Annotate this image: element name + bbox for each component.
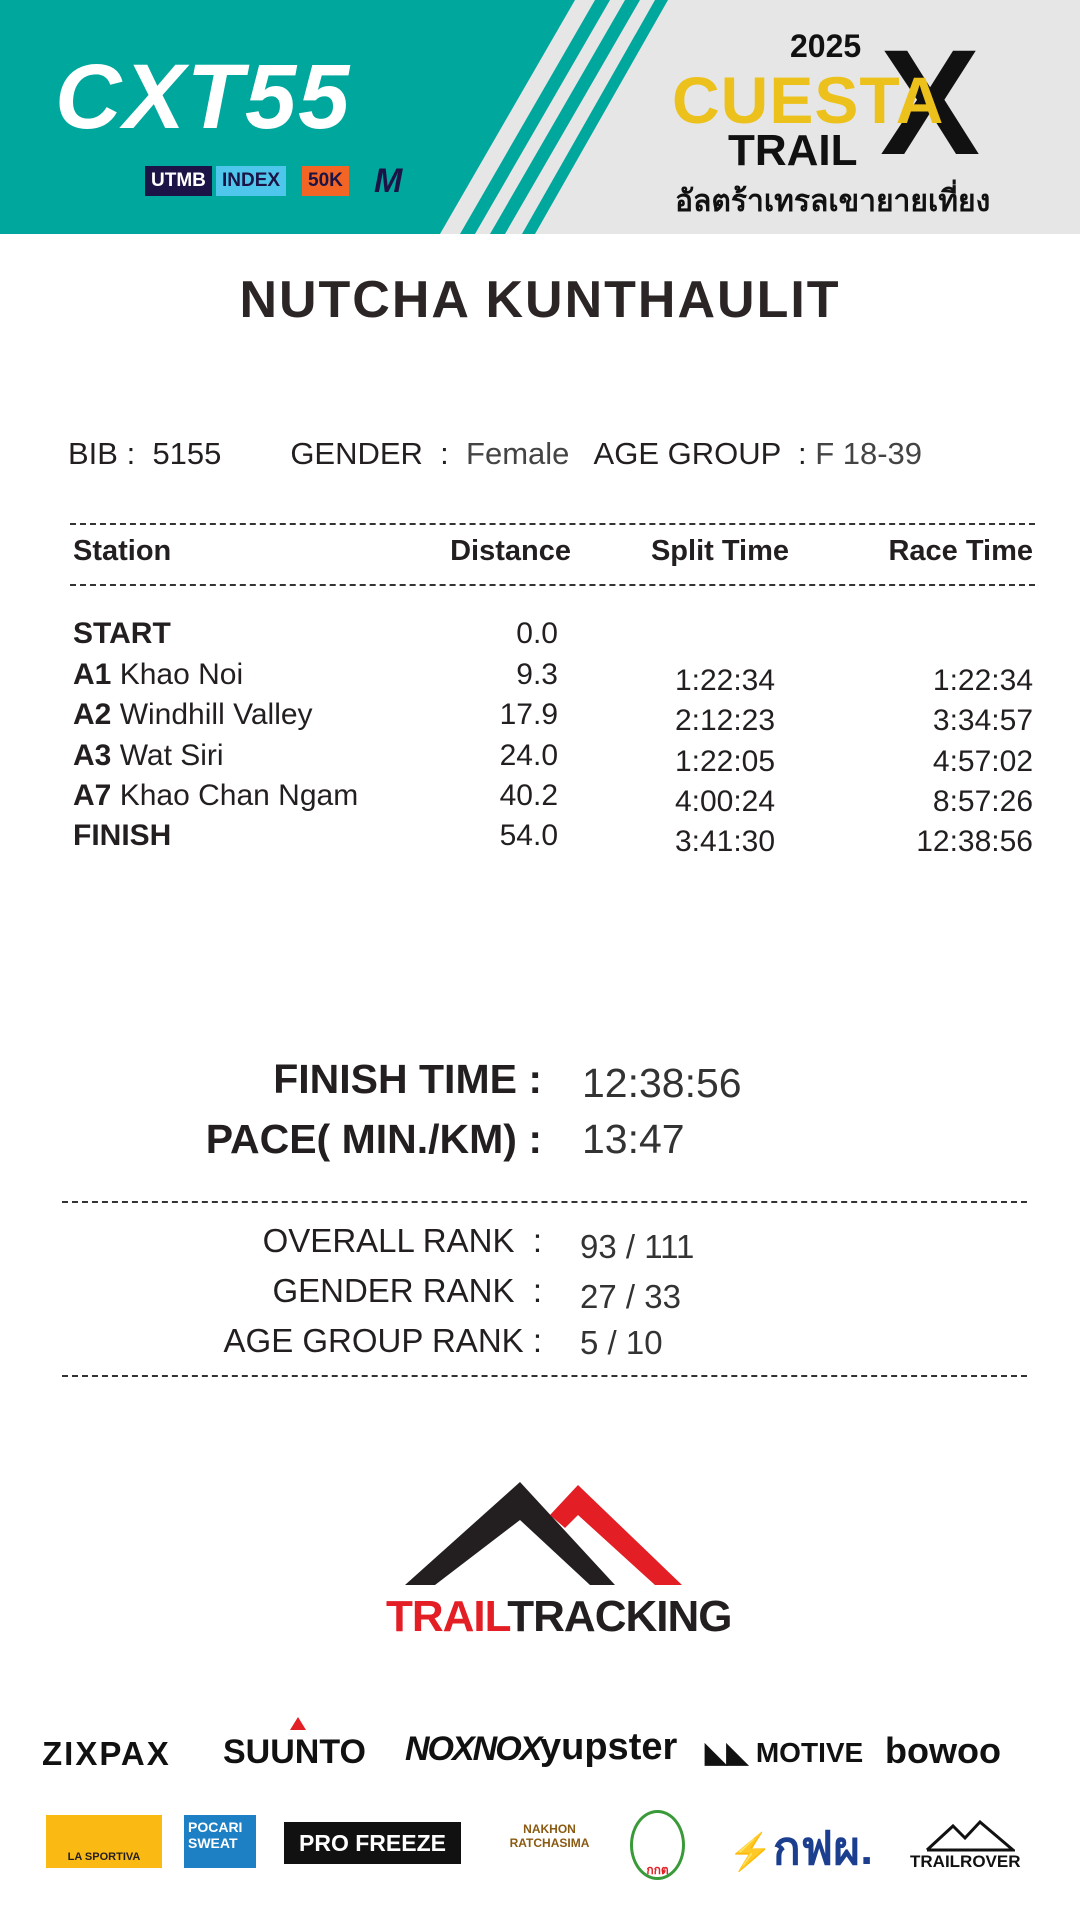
motive-text: MOTIVE <box>755 1737 864 1768</box>
col-race: Race Time <box>888 535 1033 567</box>
divider <box>62 1375 1027 1377</box>
trailrover-mountain-icon <box>925 1820 1015 1852</box>
gender-rank-label: GENDER RANK : <box>272 1272 542 1309</box>
age-group-value: F 18-39 <box>815 436 923 471</box>
race-time: 1:22:34 <box>932 664 1033 697</box>
sponsor-profreeze: PRO FREEZE <box>284 1822 461 1864</box>
split-time: 2:12:23 <box>674 704 776 737</box>
race-time: 3:34:57 <box>932 704 1033 737</box>
trailtracking-mountain-icon <box>405 1482 682 1585</box>
age-group-label: AGE GROUP : <box>593 436 807 471</box>
event-title: CUESTA <box>672 63 945 137</box>
utmb-badge: UTMB <box>145 166 212 196</box>
finish-time-value: 12:38:56 <box>582 1060 742 1106</box>
sponsor-motive: ◣◣ MOTIVE <box>705 1737 864 1768</box>
col-station: Station <box>73 535 172 567</box>
split-time: 1:22:05 <box>674 745 776 778</box>
brand-tracking: TRACKING <box>507 1592 732 1641</box>
divider <box>70 584 1035 586</box>
station: FINISH <box>73 819 171 853</box>
overall-rank-value: 93 / 111 <box>580 1228 695 1265</box>
lasportiva-text: LA SPORTIVA <box>67 1851 141 1863</box>
runner-info: BIB : 5155 GENDER : Female AGE GROUP : F… <box>68 436 922 472</box>
station-code: A2 <box>73 698 112 731</box>
station-code: START <box>73 617 171 650</box>
gender-label: GENDER : <box>290 436 449 471</box>
sponsor-trailrover: TRAILROVER <box>910 1852 1021 1871</box>
event-year: 2025 <box>790 28 862 64</box>
m-badge: M <box>374 162 403 200</box>
x-logo-icon: X <box>880 18 981 186</box>
sponsor-emblem: กกต <box>630 1810 685 1880</box>
emblem-text: กกต <box>646 1863 669 1877</box>
table-row: A3 Wat Siri 24.0 1:22:05 4:57:02 <box>0 739 1080 779</box>
station-name: Khao Noi <box>119 658 244 691</box>
sponsor-yupster: yupster <box>540 1726 678 1768</box>
divider <box>70 523 1035 525</box>
age-rank-label: AGE GROUP RANK : <box>223 1322 542 1359</box>
distance: 40.2 <box>499 779 558 812</box>
suunto-triangle-icon <box>290 1717 306 1730</box>
50k-badge: 50K <box>302 166 349 196</box>
station-code: A3 <box>73 739 112 772</box>
table-row: A1 Khao Noi 9.3 1:22:34 1:22:34 <box>0 658 1080 698</box>
gender-value: Female <box>466 436 570 471</box>
station-code: A1 <box>73 658 112 691</box>
station-name: Windhill Valley <box>119 698 313 731</box>
station: A3 Wat Siri <box>73 739 224 773</box>
distance: 24.0 <box>499 739 558 772</box>
station: A2 Windhill Valley <box>73 698 313 732</box>
finish-time-label: FINISH TIME : <box>273 1056 542 1102</box>
distance: 54.0 <box>499 819 558 852</box>
age-rank-value: 5 / 10 <box>580 1324 663 1361</box>
sponsor-pocari: POCARI SWEAT <box>184 1815 256 1868</box>
pace-label: PACE( MIN./KM) : <box>205 1116 542 1162</box>
station-code: A7 <box>73 779 112 812</box>
table-row: START 0.0 <box>0 617 1080 657</box>
col-distance: Distance <box>450 535 571 567</box>
pace-value: 13:47 <box>582 1116 685 1162</box>
split-time: 3:41:30 <box>674 825 776 858</box>
sponsor-bowoo: bowoo <box>885 1730 1001 1771</box>
station: A1 Khao Noi <box>73 658 243 692</box>
runner-name: NUTCHA KUNTHAULIT <box>239 271 841 329</box>
sponsor-zixpax: ZIXPAX <box>42 1735 171 1772</box>
egat-text: กฟผ. <box>772 1822 873 1874</box>
station-code: FINISH <box>73 819 172 852</box>
station-name: Wat Siri <box>119 739 224 772</box>
sponsor-lasportiva: LA SPORTIVA <box>46 1815 162 1868</box>
race-time: 8:57:26 <box>932 785 1033 818</box>
brand-trail: TRAIL <box>386 1592 508 1641</box>
table-row: A7 Khao Chan Ngam 40.2 4:00:24 8:57:26 <box>0 779 1080 819</box>
split-time: 4:00:24 <box>674 785 776 818</box>
col-split: Split Time <box>650 535 790 567</box>
event-subtitle: TRAIL <box>728 126 858 175</box>
race-time: 4:57:02 <box>932 745 1033 778</box>
event-header: CXT55 UTMB INDEX 50K M X 2025 CUESTA TRA… <box>0 0 1080 234</box>
divider <box>62 1201 1027 1203</box>
bib-value: 5155 <box>152 436 222 471</box>
distance: 9.3 <box>516 658 558 691</box>
distance: 0.0 <box>516 617 558 650</box>
sponsor-suunto: SUUNTO <box>223 1733 366 1771</box>
gender-rank-value: 27 / 33 <box>580 1278 681 1315</box>
table-row: A2 Windhill Valley 17.9 2:12:23 3:34:57 <box>0 698 1080 738</box>
overall-rank-label: OVERALL RANK : <box>262 1222 542 1259</box>
cxt55-logo: CXT55 <box>55 46 352 148</box>
sponsor-egat: ⚡กฟผ. <box>728 1822 873 1874</box>
bib-label: BIB : <box>68 436 136 471</box>
station: A7 Khao Chan Ngam <box>73 779 358 813</box>
sponsor-noxnox: NOXNOX <box>405 1730 542 1768</box>
trailtracking-logo: TRAILTRACKING <box>386 1592 732 1642</box>
table-row: FINISH 54.0 3:41:30 12:38:56 <box>0 819 1080 859</box>
distance: 17.9 <box>499 698 558 731</box>
index-badge: INDEX <box>216 166 287 196</box>
split-time: 1:22:34 <box>674 664 776 697</box>
thai-title: อัลตร้าเทรลเขายายเที่ยง <box>675 185 991 218</box>
station: START <box>73 617 171 651</box>
race-time: 12:38:56 <box>916 825 1033 858</box>
station-name: Khao Chan Ngam <box>119 779 359 812</box>
sponsor-nakhon: NAKHON RATCHASIMA <box>509 1822 590 1850</box>
